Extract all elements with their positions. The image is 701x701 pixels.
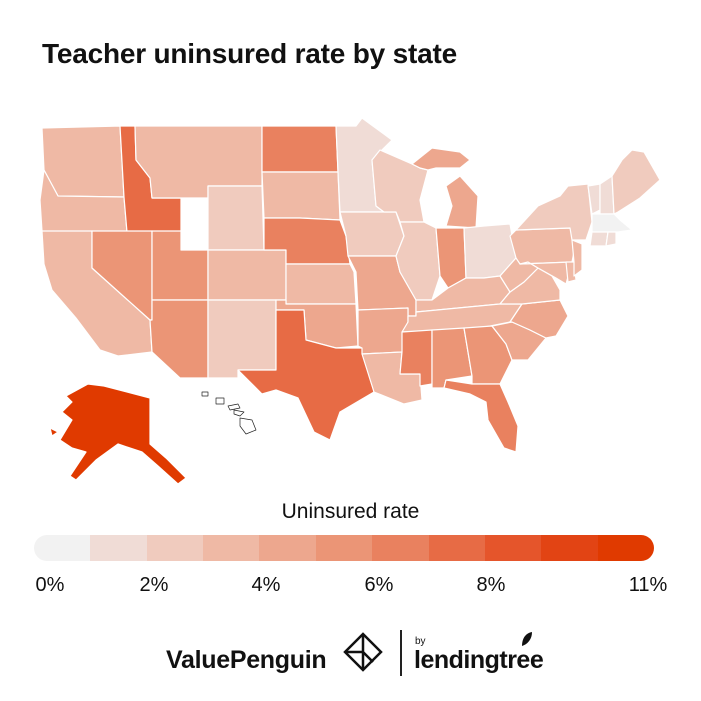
legend-swatch-10 [597, 535, 654, 561]
state-indiana[interactable] [435, 227, 467, 289]
chart-title: Teacher uninsured rate by state [42, 38, 457, 69]
footer-branding: ValuePenguin by lendingtree [0, 628, 701, 678]
state-kansas[interactable] [285, 263, 357, 305]
legend-tick-8: 8% [476, 574, 506, 596]
valuepenguin-wordmark: ValuePenguin [166, 646, 327, 674]
lendingtree-leaf-icon [522, 632, 532, 646]
legend-tick-0: 0% [35, 574, 65, 596]
state-florida[interactable] [443, 379, 519, 453]
state-alaska[interactable] [49, 383, 187, 485]
legend-swatch-3 [203, 535, 260, 561]
legend-swatch-7 [428, 535, 485, 561]
state-hawaii-group[interactable] [201, 391, 257, 435]
state-north-dakota[interactable] [261, 125, 339, 173]
legend-swatch-2 [146, 535, 204, 561]
state-colorado[interactable] [207, 249, 287, 301]
legend-tick-4: 4% [251, 574, 281, 596]
state-wyoming[interactable] [207, 185, 265, 251]
state-hawaii[interactable] [201, 391, 209, 397]
state-massachusetts[interactable] [591, 213, 633, 233]
lendingtree-wordmark: lendingtree [414, 646, 544, 674]
state-maine[interactable] [611, 149, 661, 215]
state-utah[interactable] [151, 230, 209, 301]
state-rhode-island[interactable] [605, 231, 617, 247]
legend-tick-2: 2% [139, 574, 169, 596]
hawaii-island-maui [233, 409, 245, 417]
state-south-dakota[interactable] [261, 171, 341, 221]
state-connecticut[interactable] [589, 231, 609, 247]
state-texas[interactable] [237, 309, 375, 441]
state-pennsylvania[interactable] [509, 227, 577, 265]
legend-swatch-1 [90, 535, 147, 561]
legend-swatch-4 [259, 535, 316, 561]
by-label: by [415, 636, 426, 647]
state-arkansas[interactable] [357, 307, 409, 355]
state-new-mexico[interactable] [207, 299, 277, 379]
valuepenguin-logo-icon [343, 632, 383, 672]
legend-tick-6: 6% [364, 574, 394, 596]
brand-divider [400, 630, 402, 676]
state-new-jersey[interactable] [571, 239, 583, 277]
state-arizona[interactable] [149, 299, 209, 379]
state-washington[interactable] [41, 125, 125, 198]
state-iowa[interactable] [339, 211, 405, 257]
legend-swatch-0 [34, 535, 91, 561]
legend-swatch-9 [541, 535, 598, 561]
hawaii-island-oahu [215, 397, 225, 405]
legend-tick-11: 11% [628, 574, 668, 596]
legend-title: Uninsured rate [281, 500, 420, 523]
legend-swatch-5 [315, 535, 373, 561]
legend-swatch-6 [372, 535, 429, 561]
hawaii-island-big [239, 417, 257, 435]
legend-color-scale [34, 535, 654, 561]
hawaii-island-molokai [227, 403, 241, 411]
legend-swatch-8 [484, 535, 542, 561]
